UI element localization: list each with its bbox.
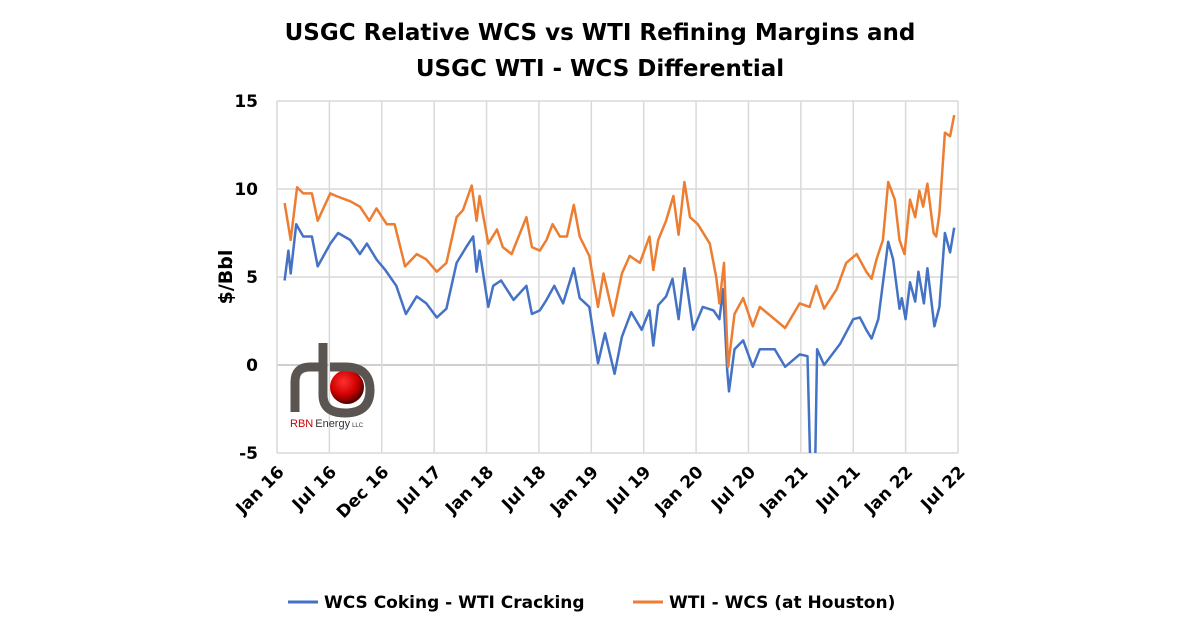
x-tick-label: Jul 19 bbox=[602, 462, 655, 515]
y-tick-labels: 15 10 5 0 -5 bbox=[234, 92, 258, 464]
series-line-0 bbox=[283, 222, 956, 453]
y-axis-label: $/Bbl bbox=[215, 250, 237, 305]
x-tick-label: Jul 20 bbox=[707, 462, 760, 515]
logo-b-pipe-icon bbox=[318, 343, 375, 418]
y-tick-label: 5 bbox=[246, 268, 258, 288]
x-tick-label: Jan 20 bbox=[651, 462, 708, 519]
x-tick-label: Jul 17 bbox=[393, 462, 446, 515]
y-tick-label: -5 bbox=[239, 444, 258, 464]
logo-text: RBN Energy LLC bbox=[290, 418, 364, 430]
x-tick-label: Jul 22 bbox=[917, 462, 970, 515]
x-tick-label: Jul 18 bbox=[498, 462, 551, 515]
series-lines bbox=[283, 114, 956, 453]
x-tick-label: Jul 21 bbox=[812, 462, 865, 515]
legend: WCS Coking - WTI Cracking WTI - WCS (at … bbox=[288, 593, 895, 613]
x-tick-label: Jan 22 bbox=[860, 462, 917, 519]
chart-title: USGC Relative WCS vs WTI Refining Margin… bbox=[285, 20, 916, 46]
y-tick-label: 10 bbox=[234, 180, 258, 200]
x-tick-label: Jan 18 bbox=[441, 462, 498, 519]
chart-title-line2: USGC WTI - WCS Differential bbox=[416, 56, 784, 82]
legend-label-wcs-coking: WCS Coking - WTI Cracking bbox=[324, 593, 585, 613]
series-line-1 bbox=[283, 114, 956, 369]
y-tick-label: 15 bbox=[234, 92, 258, 112]
grid bbox=[276, 100, 959, 454]
x-tick-label: Dec 16 bbox=[333, 462, 393, 522]
legend-label-wti-wcs: WTI - WCS (at Houston) bbox=[669, 593, 895, 613]
x-tick-label: Jan 19 bbox=[546, 462, 603, 519]
logo-r-pipe-icon bbox=[290, 362, 320, 412]
y-tick-label: 0 bbox=[246, 356, 258, 376]
x-tick-label: Jan 16 bbox=[232, 462, 289, 519]
x-tick-label: Jan 21 bbox=[755, 462, 812, 519]
rbn-logo: RBN Energy LLC bbox=[290, 343, 375, 430]
logo-ball-icon bbox=[330, 370, 364, 404]
